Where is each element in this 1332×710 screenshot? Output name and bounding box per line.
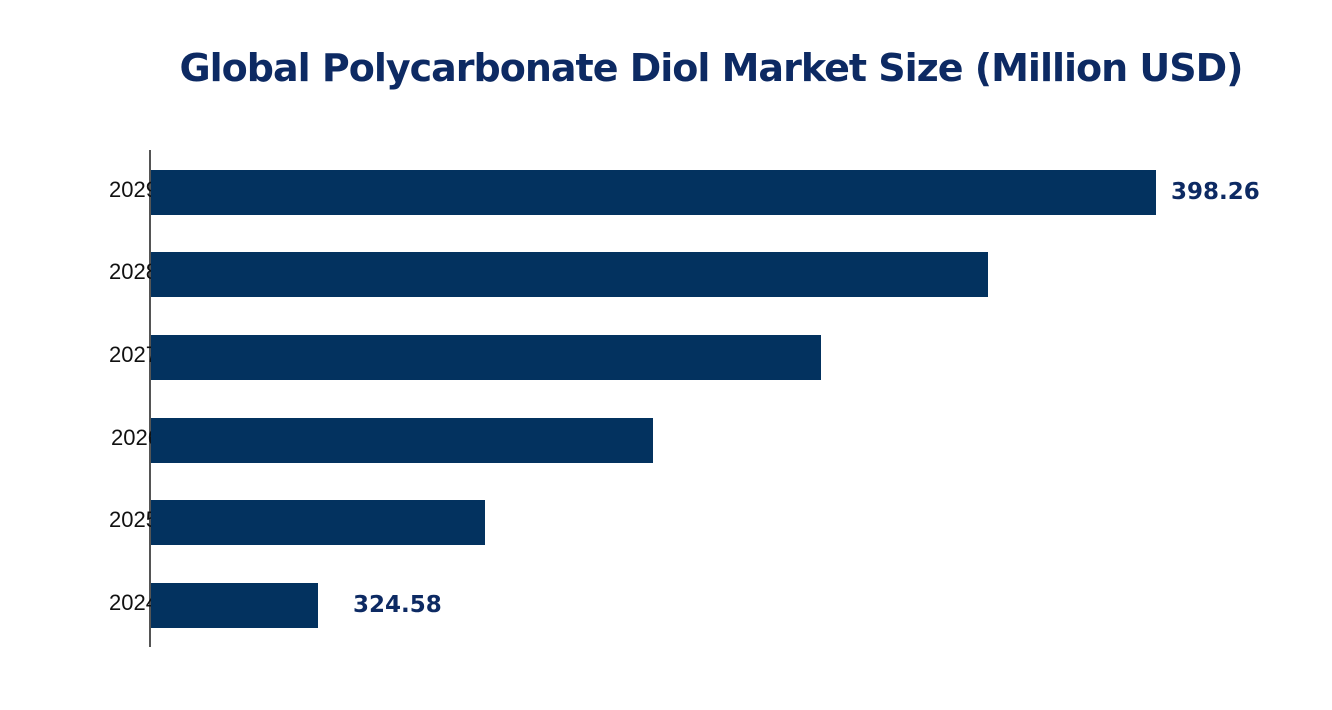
- bar-2028: [151, 252, 988, 297]
- category-label: 2027: [109, 342, 158, 367]
- category-label: 2029: [109, 177, 158, 202]
- data-label: 398.26: [1171, 179, 1260, 205]
- bar-2025: [151, 500, 485, 545]
- bar-2027: [151, 335, 821, 380]
- data-label: 324.58: [353, 592, 442, 618]
- category-label: 2026: [111, 425, 160, 450]
- category-label: 2024: [109, 590, 158, 615]
- bar-2029: [151, 170, 1156, 215]
- bar-2026: [151, 418, 653, 463]
- chart-title: Global Polycarbonate Diol Market Size (M…: [179, 46, 1243, 90]
- category-label: 2028: [109, 259, 158, 284]
- bar-2024: [151, 583, 318, 628]
- y-axis-line: [149, 150, 151, 647]
- category-label: 2025: [109, 507, 158, 532]
